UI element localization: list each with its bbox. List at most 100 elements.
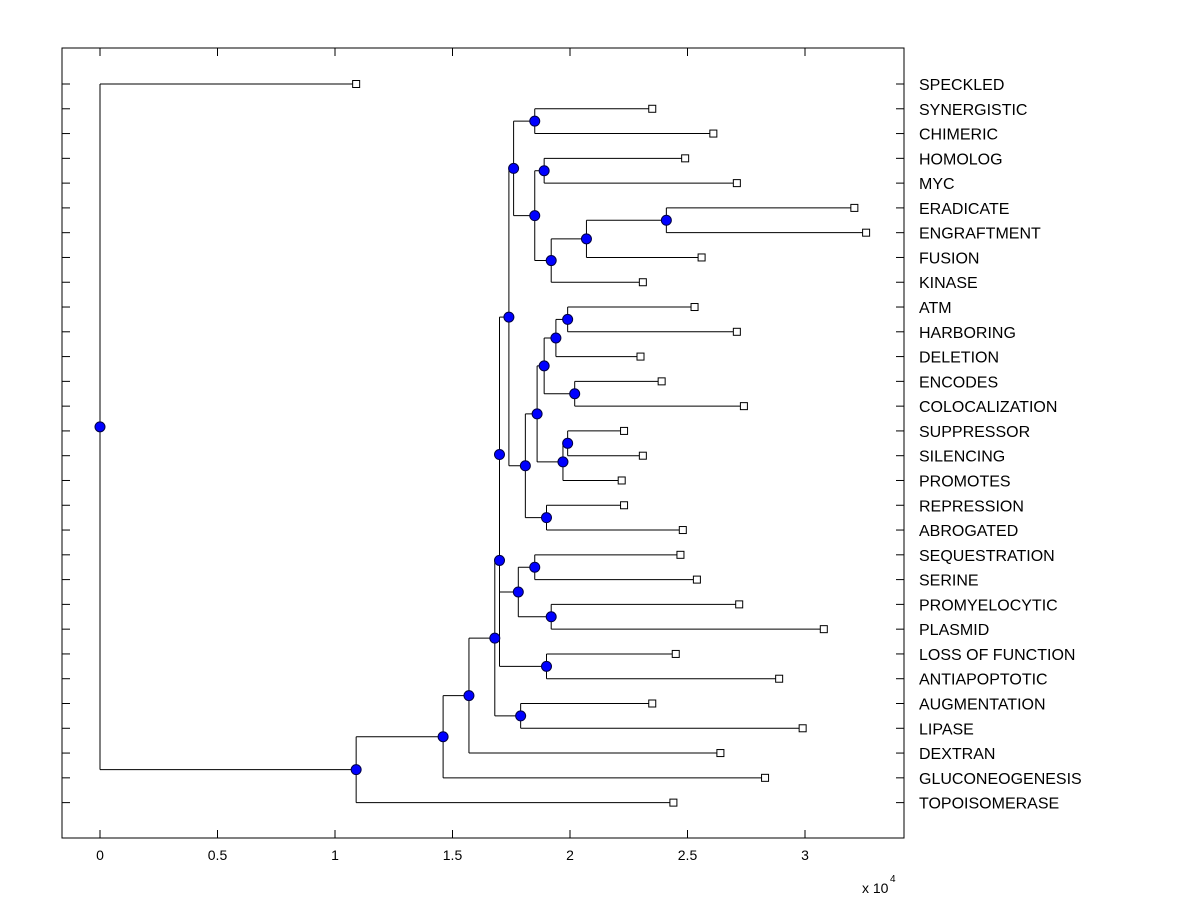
x-tick-label: 3	[801, 847, 809, 863]
internal-node-marker	[512, 586, 524, 598]
leaf-label: LOSS OF FUNCTION	[919, 647, 1075, 664]
leaf-label: REPRESSION	[919, 498, 1024, 515]
leaf-label: COLOCALIZATION	[919, 399, 1057, 416]
leaf-label: SUPPRESSOR	[919, 424, 1030, 441]
leaf-marker	[692, 575, 701, 584]
x-tick-label: 0.5	[208, 847, 228, 863]
internal-node-marker	[529, 210, 541, 222]
internal-node-marker	[503, 311, 515, 323]
leaf-label: ENCODES	[919, 374, 998, 391]
leaf-label: ERADICATE	[919, 201, 1009, 218]
x-multiplier-base: x 10	[862, 880, 889, 896]
leaf-label: DELETION	[919, 350, 999, 367]
leaf-marker	[697, 253, 706, 262]
leaf-label: MYC	[919, 176, 955, 193]
internal-node-marker	[660, 214, 672, 226]
leaf-label: HOMOLOG	[919, 151, 1003, 168]
y-ticks	[62, 83, 904, 804]
leaf-label: PLASMID	[919, 622, 989, 639]
leaf-marker	[636, 352, 645, 361]
internal-node-marker	[550, 332, 562, 344]
x-tick-label: 1	[331, 847, 339, 863]
leaf-marker	[676, 550, 685, 559]
leaf-marker	[638, 451, 647, 460]
leaf-marker	[657, 377, 666, 386]
internal-node-marker	[463, 690, 475, 702]
internal-node-marker	[541, 512, 552, 524]
leaf-label: ATM	[919, 300, 952, 317]
internal-node-marker	[562, 313, 574, 325]
leaf-marker	[739, 402, 748, 411]
internal-node-marker	[529, 561, 541, 573]
leaf-marker	[716, 749, 725, 758]
leaf-marker	[638, 278, 647, 287]
leaf-marker	[709, 129, 718, 138]
internal-node-marker	[508, 162, 520, 174]
internal-node-marker	[541, 660, 552, 672]
leaf-marker	[352, 80, 361, 88]
leaf-marker	[648, 104, 657, 113]
axes-box	[61, 47, 905, 839]
internal-node-marker	[519, 460, 531, 472]
leaf-labels: SPECKLED SYNERGISTIC CHIMERIC HOMOLOG MYC ERA…	[919, 77, 1082, 813]
leaf-label: PROMOTES	[919, 473, 1011, 490]
internal-node-marker	[538, 360, 550, 372]
leaf-marker	[678, 526, 687, 535]
x-tick-label: 2.5	[678, 847, 698, 863]
internal-node-marker	[580, 233, 592, 245]
internal-node-marker	[545, 255, 557, 267]
internal-node-marker	[529, 115, 541, 127]
leaf-label: SYNERGISTIC	[919, 102, 1027, 119]
leaf-marker	[620, 426, 629, 435]
leaf-label: SPECKLED	[919, 77, 1004, 94]
leaf-marker	[617, 476, 626, 485]
leaf-label: PROMYELOCYTIC	[919, 597, 1058, 614]
leaf-label: LIPASE	[919, 721, 974, 738]
internal-node-marker	[557, 456, 569, 468]
leaf-marker	[669, 798, 678, 807]
internal-node-marker	[538, 165, 550, 177]
leaf-marker	[862, 228, 871, 237]
leaf-marker	[732, 179, 741, 188]
leaf-marker	[671, 649, 680, 658]
leaf-label: GLUCONEOGENESIS	[919, 771, 1082, 788]
x-tick-label: 1.5	[443, 847, 463, 863]
leaf-label: KINASE	[919, 275, 978, 292]
internal-node-marker	[531, 408, 543, 420]
x-multiplier-exponent: 4	[890, 874, 896, 885]
leaf-label: SILENCING	[919, 449, 1005, 466]
leaf-label: ENGRAFTMENT	[919, 226, 1041, 243]
leaf-label: AUGMENTATION	[919, 697, 1046, 714]
leaf-marker	[620, 501, 629, 510]
leaf-label: HARBORING	[919, 325, 1016, 342]
leaf-marker	[819, 625, 828, 634]
leaf-marker	[648, 699, 657, 708]
leaf-label: FUSION	[919, 250, 979, 267]
x-tick-label: 2	[566, 847, 574, 863]
leaf-markers	[352, 80, 871, 807]
internal-node-marker	[569, 388, 581, 400]
leaf-label: DEXTRAN	[919, 746, 995, 763]
leaf-marker	[681, 154, 690, 163]
leaf-marker	[735, 600, 744, 609]
internal-node-marker	[515, 710, 527, 722]
internal-node-marker	[545, 611, 557, 623]
x-tick-label: 0	[96, 847, 104, 863]
internal-node-marker	[494, 449, 505, 461]
leaf-marker	[775, 674, 784, 683]
leaf-label: CHIMERIC	[919, 127, 998, 144]
internal-nodes	[94, 115, 672, 776]
leaf-label: SEQUESTRATION	[919, 548, 1055, 565]
internal-node-marker	[489, 632, 501, 644]
internal-node-marker	[94, 421, 106, 433]
leaf-marker	[732, 327, 741, 336]
leaf-label: ANTIAPOPTOTIC	[919, 672, 1048, 689]
leaf-marker	[850, 203, 859, 212]
leaf-label: ABROGATED	[919, 523, 1018, 540]
internal-node-marker	[350, 764, 362, 776]
leaf-marker	[690, 303, 699, 312]
internal-node-marker	[437, 731, 449, 743]
leaf-marker	[798, 724, 807, 733]
